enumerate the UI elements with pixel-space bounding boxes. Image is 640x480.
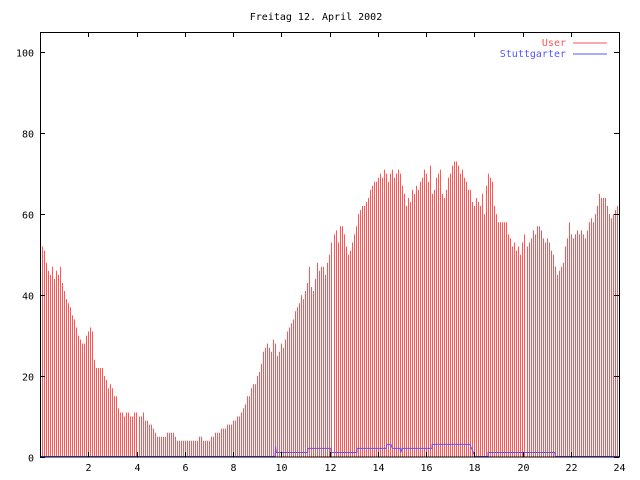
x-tick-label: 18 <box>468 463 480 474</box>
x-tick-label: 6 <box>182 463 188 474</box>
user-bars <box>40 161 618 457</box>
x-axis: 2 4 6 8 10 12 14 16 18 20 22 24 <box>85 32 626 474</box>
chart-title: Freitag 12. April 2002 <box>250 12 382 23</box>
legend-label-stuttgarter: Stuttgarter <box>500 49 566 60</box>
y-tick-label: 60 <box>22 211 34 222</box>
y-tick-label: 40 <box>22 292 34 303</box>
x-tick-label: 2 <box>85 463 91 474</box>
x-tick-label: 10 <box>275 463 287 474</box>
x-tick-label: 22 <box>565 463 577 474</box>
x-tick-label: 24 <box>613 463 625 474</box>
x-tick-label: 20 <box>517 463 529 474</box>
x-tick-label: 4 <box>134 463 140 474</box>
y-tick-label: 20 <box>22 373 34 384</box>
legend: User Stuttgarter <box>500 38 607 60</box>
legend-label-user: User <box>542 38 566 49</box>
x-tick-label: 8 <box>230 463 236 474</box>
x-tick-label: 16 <box>420 463 432 474</box>
y-tick-label: 0 <box>28 454 34 465</box>
y-axis: 0 20 40 60 80 100 <box>16 49 619 465</box>
y-tick-label: 80 <box>22 130 34 141</box>
x-tick-label: 14 <box>372 463 384 474</box>
y-tick-label: 100 <box>16 49 34 60</box>
x-tick-label: 12 <box>324 463 336 474</box>
